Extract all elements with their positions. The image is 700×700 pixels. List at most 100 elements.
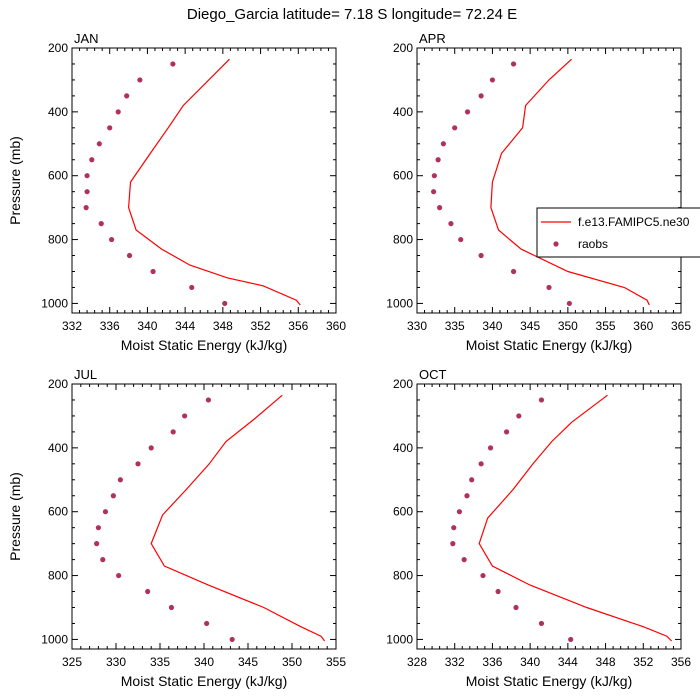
x-tick-label: 335 — [150, 655, 170, 669]
raobs-point — [461, 557, 467, 563]
panel-jan: 332 336 340 344 348 352 356 360 200 400 600 800 1000… — [7, 31, 346, 353]
x-tick-label: 328 — [407, 655, 427, 669]
raobs-point — [487, 445, 494, 451]
raobs-point — [115, 109, 121, 115]
y-tick-label: 200 — [393, 41, 413, 55]
raobs-point — [168, 604, 175, 611]
y-tick-label: 1000 — [41, 296, 68, 310]
x-tick-label: 330 — [407, 319, 427, 333]
y-tick-label: 800 — [48, 569, 68, 583]
x-axis-title: Moist Static Energy (kJ/kg) — [466, 337, 633, 353]
raobs-point — [538, 397, 545, 403]
raobs-point — [135, 461, 141, 467]
raobs-point — [148, 445, 154, 451]
panel-jul: 325 330 335 340 345 350 355 200 400 600 800 1000 JUL… — [7, 367, 346, 689]
raobs-point — [538, 620, 545, 627]
y-tick-label: 800 — [393, 569, 413, 583]
raobs-point — [204, 620, 210, 627]
y-tick-label: 200 — [48, 41, 68, 55]
model-line-jul — [150, 394, 326, 642]
panel-frame — [71, 47, 337, 314]
panel-frame — [71, 383, 337, 650]
x-tick-label: 340 — [482, 319, 502, 333]
x-tick-label: 330 — [106, 655, 126, 669]
x-tick-label: 352 — [251, 319, 271, 333]
y-axis-title: Pressure (mb) — [7, 136, 23, 225]
y-tick-label: 400 — [393, 105, 413, 119]
panel-label-jan: JAN — [74, 31, 99, 46]
x-tick-label: 344 — [175, 319, 195, 333]
raobs-point — [464, 493, 470, 499]
raobs-point — [229, 636, 235, 643]
legend-label-model: f.e13.FAMIPC5.ne30 — [578, 215, 690, 229]
raobs-point — [495, 588, 501, 595]
raobs-point — [431, 173, 437, 179]
x-tick-label: 360 — [633, 319, 653, 333]
figure-title: Diego_Garcia latitude= 7.18 S longitude=… — [187, 6, 517, 23]
x-tick-label: 355 — [596, 319, 616, 333]
legend-box — [536, 207, 700, 258]
raobs-point — [510, 61, 517, 67]
panel-oct: 328 332 336 340 344 348 352 356 200 400 600 800 1000… — [386, 367, 691, 689]
raobs-point — [513, 604, 519, 611]
model-line-oct — [478, 394, 673, 642]
x-tick-label: 335 — [445, 319, 465, 333]
x-tick-label: 332 — [62, 319, 82, 333]
raobs-point — [510, 268, 517, 275]
raobs-point — [568, 636, 574, 643]
x-tick-label: 352 — [633, 655, 653, 669]
panel-label-oct: OCT — [419, 367, 447, 382]
y-tick-label: 1000 — [41, 632, 68, 646]
y-tick-label: 200 — [393, 377, 413, 391]
x-tick-label: 336 — [482, 655, 502, 669]
raobs-point — [437, 205, 443, 211]
raobs-point — [150, 268, 156, 275]
raobs-point — [448, 221, 454, 227]
x-tick-label: 360 — [326, 319, 346, 333]
raobs-point — [456, 509, 463, 515]
raobs-point — [96, 141, 102, 147]
raobs-point — [102, 509, 109, 515]
raobs-point — [478, 93, 484, 99]
raobs-point — [451, 525, 457, 531]
raobs-point — [83, 205, 89, 211]
y-tick-label: 400 — [48, 105, 68, 119]
raobs-point — [116, 572, 122, 579]
raobs-point — [84, 173, 90, 179]
raobs-point — [124, 93, 130, 99]
x-tick-label: 350 — [282, 655, 302, 669]
y-tick-label: 800 — [393, 233, 413, 247]
y-tick-label: 1000 — [386, 632, 413, 646]
x-tick-label: 344 — [558, 655, 578, 669]
panel-label-apr: APR — [419, 31, 446, 46]
y-tick-label: 600 — [393, 505, 413, 519]
y-axis-title: Pressure (mb) — [7, 472, 23, 561]
raobs-point — [117, 477, 123, 483]
raobs-point — [516, 413, 522, 419]
raobs-point — [452, 125, 458, 131]
raobs-point — [145, 588, 151, 595]
x-axis-title: Moist Static Energy (kJ/kg) — [466, 673, 633, 689]
x-tick-label: 340 — [520, 655, 540, 669]
raobs-point — [546, 284, 552, 291]
panel-apr: 330 335 340 345 350 355 360 365 200 400 600 800 1000… — [386, 31, 691, 353]
raobs-point — [450, 541, 456, 547]
raobs-point — [430, 189, 437, 195]
raobs-point — [480, 572, 486, 579]
raobs-point — [478, 461, 484, 467]
raobs-point — [107, 125, 113, 131]
raobs-point — [182, 413, 188, 419]
x-tick-label: 345 — [520, 319, 540, 333]
panel-frame — [416, 47, 682, 314]
raobs-point — [435, 157, 441, 163]
panel-label-jul: JUL — [74, 367, 97, 382]
raobs-point — [458, 236, 464, 243]
x-tick-label: 348 — [213, 319, 233, 333]
raobs-point — [566, 300, 572, 307]
legend-label-raobs: raobs — [578, 237, 608, 251]
raobs-point — [100, 557, 106, 563]
model-line-apr — [490, 58, 650, 306]
y-tick-label: 800 — [48, 233, 68, 247]
raobs-point — [478, 252, 484, 259]
